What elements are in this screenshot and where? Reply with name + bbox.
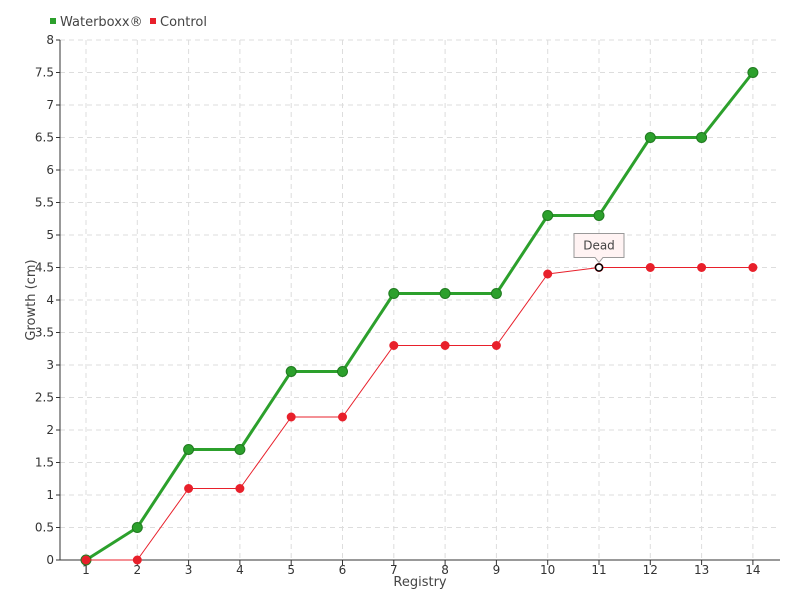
y-tick-label: 1.5 bbox=[35, 456, 54, 470]
data-point bbox=[285, 366, 297, 377]
legend: Waterboxx® Control bbox=[50, 15, 207, 30]
x-tick-label: 4 bbox=[236, 563, 244, 577]
data-point bbox=[543, 269, 553, 279]
data-point bbox=[697, 263, 707, 272]
x-tick-label: 3 bbox=[185, 563, 193, 577]
y-tick-label: 5.5 bbox=[35, 196, 54, 210]
data-point bbox=[286, 412, 296, 422]
data-point bbox=[338, 412, 347, 422]
x-axis-title: Registry bbox=[393, 575, 447, 590]
y-tick-label: 7.5 bbox=[35, 66, 54, 80]
y-tick-label: 3 bbox=[46, 358, 54, 372]
highlighted-point bbox=[594, 263, 604, 272]
data-point bbox=[184, 484, 194, 493]
data-point bbox=[235, 484, 245, 493]
x-tick-label: 2 bbox=[133, 563, 141, 577]
x-tick-label: 8 bbox=[441, 563, 449, 577]
data-point bbox=[747, 67, 759, 78]
y-tick-label: 4 bbox=[46, 293, 54, 307]
data-point bbox=[337, 366, 348, 377]
y-tick-label: 2 bbox=[46, 423, 54, 437]
grid-lines bbox=[60, 39, 780, 560]
x-tick-label: 11 bbox=[591, 563, 606, 577]
data-point bbox=[440, 341, 450, 350]
data-point bbox=[132, 555, 142, 565]
data-point bbox=[490, 288, 502, 299]
y-tick-label: 0.5 bbox=[35, 521, 54, 535]
x-tick-label: 9 bbox=[493, 563, 501, 577]
y-tick-label: 7 bbox=[46, 98, 54, 112]
x-tick-label: 7 bbox=[390, 563, 398, 577]
x-tick-label: 10 bbox=[540, 563, 555, 577]
x-tick-label: 6 bbox=[339, 563, 347, 577]
data-point bbox=[542, 210, 554, 221]
x-tick-label: 5 bbox=[287, 563, 295, 577]
series-waterboxx bbox=[80, 67, 759, 566]
tooltip-box bbox=[573, 233, 625, 264]
y-tick-label: 3.5 bbox=[35, 326, 54, 340]
data-point bbox=[644, 132, 656, 143]
annotation-tooltip: Dead bbox=[573, 233, 625, 272]
data-point bbox=[696, 132, 708, 143]
data-point bbox=[645, 263, 655, 272]
data-point bbox=[748, 263, 758, 272]
legend-swatch bbox=[150, 18, 156, 24]
x-tick-label: 1 bbox=[82, 563, 90, 577]
data-point bbox=[593, 210, 605, 221]
legend-label: Control bbox=[160, 15, 207, 30]
y-tick-label: 1 bbox=[46, 488, 54, 502]
x-tick-label: 12 bbox=[643, 563, 658, 577]
y-tick-label: 6 bbox=[46, 163, 54, 177]
series-control bbox=[81, 263, 758, 565]
tooltip-label: Dead bbox=[583, 239, 615, 253]
y-axis-title: Growth (cm) bbox=[24, 259, 39, 340]
data-point bbox=[131, 522, 143, 533]
y-tick-label: 6.5 bbox=[35, 131, 54, 145]
x-tick-label: 14 bbox=[745, 563, 760, 577]
x-tick-label: 13 bbox=[694, 563, 709, 577]
y-tick-label: 5 bbox=[46, 228, 54, 242]
y-tick-label: 4.5 bbox=[35, 261, 54, 275]
legend-swatch bbox=[50, 18, 56, 24]
data-point bbox=[491, 341, 501, 350]
y-tick-label: 0 bbox=[46, 553, 54, 567]
series-line bbox=[86, 267, 753, 561]
legend-label: Waterboxx® bbox=[60, 15, 143, 30]
data-point bbox=[183, 444, 195, 455]
y-tick-label: 2.5 bbox=[35, 391, 54, 405]
data-point bbox=[439, 288, 451, 299]
data-point bbox=[388, 288, 400, 299]
y-tick-label: 8 bbox=[46, 33, 54, 47]
data-point bbox=[81, 555, 91, 565]
series-line bbox=[85, 71, 755, 562]
data-point bbox=[234, 444, 246, 455]
data-point bbox=[389, 341, 399, 350]
